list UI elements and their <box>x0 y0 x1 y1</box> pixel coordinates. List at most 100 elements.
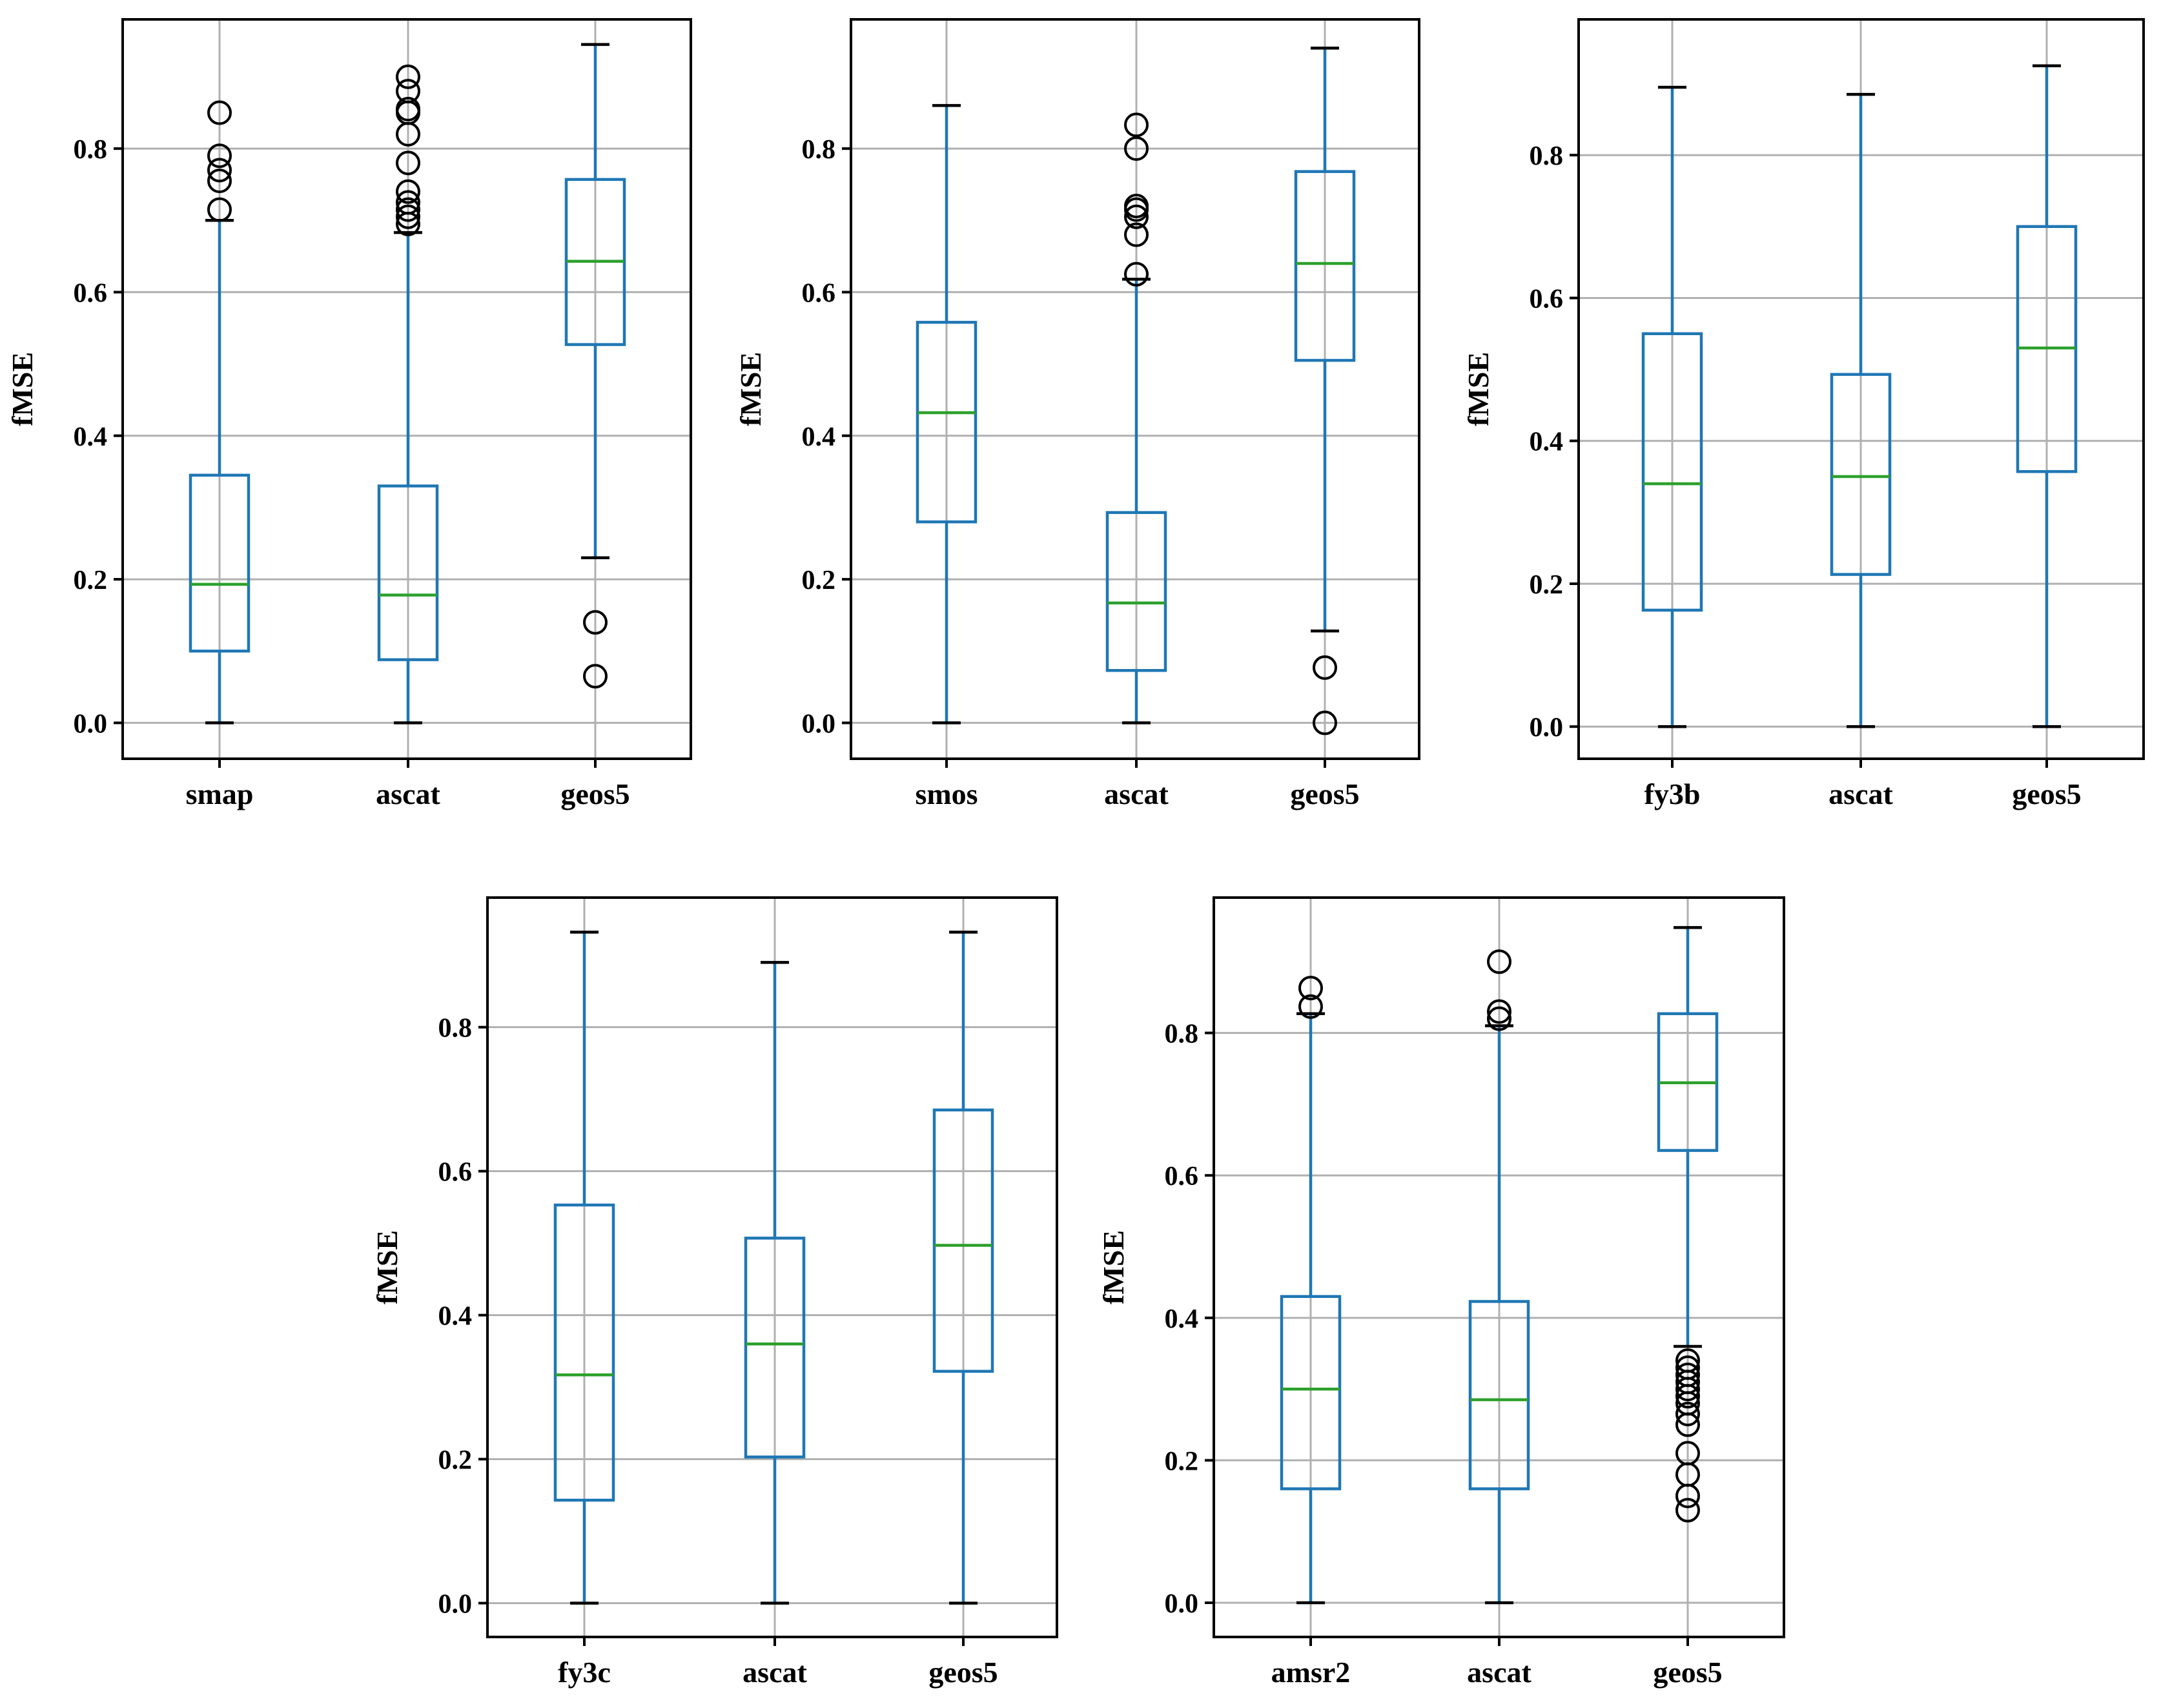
panel-3: 0.0 0.2 0.4 0.6 0.8 fy3b ascat geos5 fMSE <box>1462 18 2145 810</box>
panel-5: 0.0 0.2 0.4 0.6 0.8 amsr2 ascat geos5 fMSE <box>1097 896 1785 1689</box>
outlier-point <box>1298 994 1323 1019</box>
panel-2: 0.0 0.2 0.4 0.6 0.8 smos ascat geos5 fMSE <box>734 18 1420 810</box>
outlier-point <box>1124 222 1149 247</box>
y-tick-label: 0.8 <box>438 1014 473 1044</box>
y-tick-label: 0.4 <box>74 422 108 452</box>
outlier-point <box>1675 1355 1700 1381</box>
x-tick-label-fy3c: fy3c <box>558 1656 611 1689</box>
box-ascat <box>1830 92 1892 728</box>
outlier-point <box>396 179 420 204</box>
outlier-point <box>1298 976 1323 1001</box>
y-axis-title: fMSE <box>1097 1230 1130 1304</box>
outlier-point <box>1675 1497 1700 1523</box>
x-tick-label-fy3b: fy3b <box>1644 777 1701 810</box>
box-geos5 <box>2016 64 2078 728</box>
y-tick-label: 0.0 <box>74 709 108 739</box>
panel-1: 0.0 0.2 0.4 0.6 0.8 smap ascat geos5 fMSE <box>6 18 692 810</box>
box-smos <box>916 104 978 725</box>
y-tick-label: 0.4 <box>1165 1304 1199 1334</box>
box-iqr <box>744 1237 806 1459</box>
y-tick-label: 0.8 <box>802 135 836 165</box>
outlier-point <box>1313 655 1337 680</box>
x-tick-label-smos: smos <box>915 777 978 810</box>
y-axis-title: fMSE <box>734 352 767 426</box>
outlier-point <box>1675 1363 1700 1388</box>
x-tick-label-smap: smap <box>186 777 254 810</box>
outlier-point <box>396 190 420 215</box>
box-ascat <box>377 64 439 725</box>
y-axis-title: fMSE <box>6 352 39 426</box>
y-tick-label: 0.8 <box>1165 1020 1199 1049</box>
box-ascat <box>1105 112 1167 725</box>
x-tick-label-geos5: geos5 <box>928 1656 998 1689</box>
outlier-point <box>396 79 420 104</box>
y-tick-label: 0.4 <box>1530 427 1564 457</box>
box-iqr <box>932 1108 994 1373</box>
x-tick-label-geos5: geos5 <box>1290 777 1359 810</box>
outlier-point <box>1313 710 1337 736</box>
box-geos5 <box>564 43 626 689</box>
box-iqr <box>1641 332 1703 612</box>
y-tick-label: 0.0 <box>438 1590 473 1620</box>
y-tick-label: 0.6 <box>74 278 108 308</box>
box-fy3c <box>553 931 615 1605</box>
y-tick-label: 0.4 <box>802 422 836 452</box>
box-iqr <box>189 473 251 653</box>
y-tick-label: 0.8 <box>74 135 108 165</box>
outlier-point <box>207 197 232 222</box>
outlier-point <box>1675 1401 1700 1426</box>
outlier-point <box>1124 194 1149 219</box>
box-iqr <box>1830 373 1892 576</box>
y-tick-label: 0.2 <box>438 1446 473 1476</box>
outlier-point <box>207 100 232 125</box>
y-tick-label: 0.2 <box>1165 1446 1199 1476</box>
outlier-point <box>1124 112 1149 138</box>
box-ascat <box>1468 949 1530 1605</box>
outlier-point <box>207 169 232 194</box>
y-tick-label: 0.6 <box>1530 284 1564 314</box>
outlier-point <box>1124 262 1149 287</box>
box-fy3b <box>1641 85 1703 728</box>
x-tick-label-geos5: geos5 <box>1653 1656 1722 1689</box>
y-tick-label: 0.6 <box>802 278 836 308</box>
x-tick-label-amsr2: amsr2 <box>1271 1656 1351 1689</box>
outlier-point <box>1124 204 1149 229</box>
outlier-point <box>396 150 420 176</box>
box-geos5 <box>932 931 994 1605</box>
box-amsr2 <box>1280 976 1342 1605</box>
y-tick-label: 0.0 <box>1530 713 1564 743</box>
box-iqr <box>377 484 439 661</box>
box-iqr <box>1280 1295 1342 1490</box>
outlier-point <box>396 204 420 229</box>
y-axis-title: fMSE <box>371 1230 404 1304</box>
y-tick-label: 0.6 <box>1165 1162 1199 1191</box>
y-tick-label: 0.6 <box>438 1158 473 1188</box>
outlier-point <box>207 158 232 183</box>
y-tick-label: 0.8 <box>1530 141 1564 171</box>
x-tick-label-ascat: ascat <box>1467 1656 1531 1689</box>
outlier-point <box>207 143 232 169</box>
box-iqr <box>1468 1300 1530 1490</box>
x-tick-label-ascat: ascat <box>376 777 440 810</box>
outlier-point <box>1487 949 1511 974</box>
outlier-point <box>583 664 608 689</box>
panel-4: 0.0 0.2 0.4 0.6 0.8 fy3c ascat geos5 fMSE <box>371 896 1058 1689</box>
box-geos5 <box>1294 46 1356 736</box>
box-iqr <box>916 320 978 524</box>
outlier-point <box>1675 1441 1700 1466</box>
y-tick-label: 0.4 <box>438 1302 473 1332</box>
outlier-point <box>396 96 420 121</box>
outlier-point <box>396 64 420 89</box>
y-tick-label: 0.2 <box>74 566 108 595</box>
box-iqr <box>1105 511 1167 672</box>
y-tick-label: 0.2 <box>802 566 836 595</box>
y-tick-label: 0.0 <box>802 709 836 739</box>
box-iqr <box>553 1203 615 1502</box>
outlier-point <box>1675 1348 1700 1374</box>
box-geos5 <box>1657 926 1719 1523</box>
outlier-point <box>1487 1006 1511 1031</box>
x-tick-label-geos5: geos5 <box>560 777 630 810</box>
outlier-point <box>583 610 608 635</box>
x-tick-label-ascat: ascat <box>1104 777 1169 810</box>
